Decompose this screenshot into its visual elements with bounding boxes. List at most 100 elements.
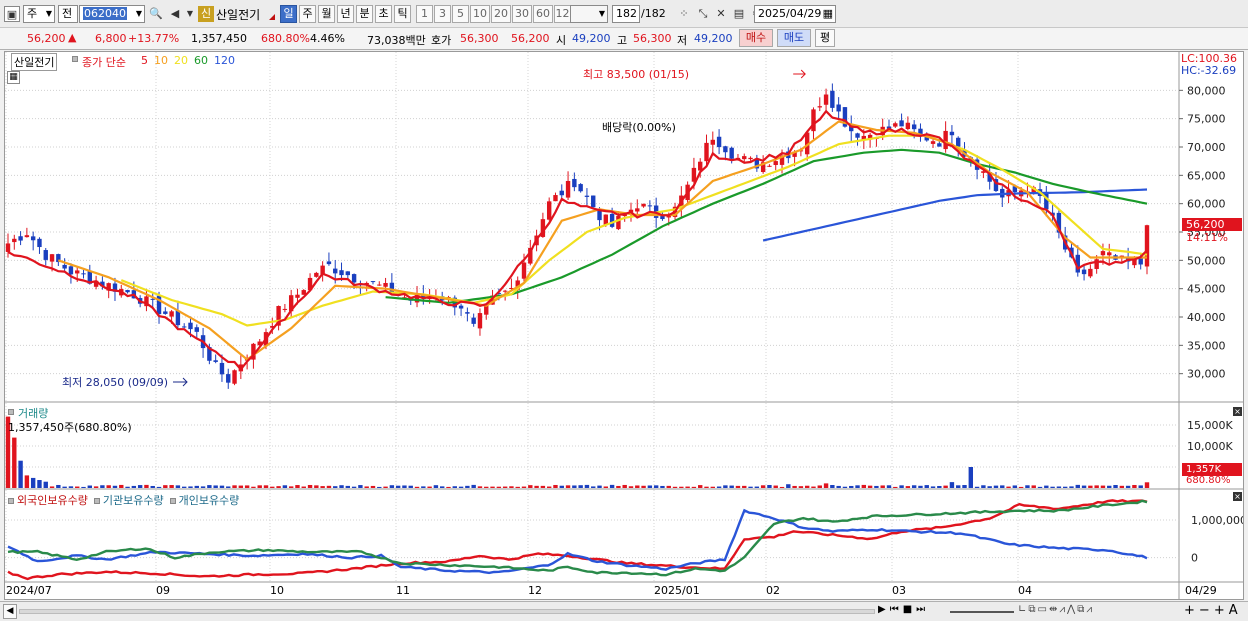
- volume-bar: [333, 486, 338, 488]
- candle-body: [181, 326, 187, 328]
- volume-bar: [440, 486, 445, 488]
- volume-bar: [175, 485, 181, 488]
- copy2-icon[interactable]: ⧉: [1077, 604, 1087, 615]
- volume-bar: [119, 484, 124, 488]
- type-field[interactable]: 전: [58, 5, 78, 23]
- volume-bar: [647, 485, 653, 488]
- volume-bar: [446, 486, 451, 488]
- volume-bar: [578, 485, 583, 488]
- period-tab[interactable]: 주: [299, 5, 316, 23]
- speaker-icon[interactable]: ◀: [170, 7, 180, 20]
- interval-tab[interactable]: 60: [533, 5, 553, 23]
- candle-body: [43, 250, 48, 260]
- chart-svg[interactable]: 30,00035,00040,00045,00050,00055,00060,0…: [5, 52, 1243, 599]
- candle-body: [194, 327, 199, 332]
- forward-icon[interactable]: ⏭: [916, 604, 930, 615]
- hline-tool-icon[interactable]: ⇹: [1048, 604, 1060, 615]
- ask-price: 56,300: [460, 32, 499, 45]
- eval-button[interactable]: 평: [815, 29, 835, 47]
- buy-button[interactable]: 매수: [739, 29, 773, 47]
- interval-tab[interactable]: 3: [434, 5, 451, 23]
- period-tab[interactable]: 일: [280, 5, 297, 23]
- candle-body: [295, 294, 300, 298]
- interval-tab[interactable]: 20: [491, 5, 511, 23]
- volume-bar: [219, 485, 225, 488]
- grid-icon[interactable]: ⁘: [679, 7, 689, 20]
- scroll-left-icon[interactable]: ◀: [3, 604, 17, 619]
- save-icon[interactable]: ▤: [733, 7, 745, 20]
- font-size-icon[interactable]: A: [1228, 603, 1242, 618]
- volume-bar: [112, 485, 118, 488]
- zoom-in-small-icon[interactable]: +: [1184, 603, 1199, 618]
- volume-bar: [622, 484, 627, 488]
- code-input[interactable]: 062040 ▼: [79, 5, 145, 23]
- stock-label-box[interactable]: 산일전기: [11, 53, 58, 71]
- chevron-down-icon[interactable]: ▼: [186, 9, 194, 18]
- zoom-out-icon[interactable]: −: [1198, 603, 1214, 618]
- market-select[interactable]: 주 ▼: [23, 5, 55, 23]
- candle-body: [5, 243, 11, 252]
- period-tab[interactable]: 초: [375, 5, 392, 23]
- interval-tab[interactable]: 10: [470, 5, 490, 23]
- rewind-icon[interactable]: ⏮: [889, 604, 903, 615]
- candle-body: [68, 266, 74, 275]
- period-tab[interactable]: 분: [356, 5, 373, 23]
- candle-body: [849, 125, 854, 132]
- period-tab[interactable]: 년: [337, 5, 354, 23]
- candle-body: [546, 201, 552, 220]
- count-input[interactable]: 182: [612, 5, 640, 23]
- close-icon[interactable]: ×: [1233, 492, 1242, 501]
- volume-bar: [716, 486, 722, 488]
- interval-tab[interactable]: 5: [452, 5, 469, 23]
- volume-bar: [867, 485, 873, 488]
- period-tab[interactable]: 틱: [394, 5, 411, 23]
- zoom-slider[interactable]: [950, 611, 1014, 613]
- interval-tab[interactable]: 30: [512, 5, 532, 23]
- copy-icon[interactable]: ⧉: [1028, 604, 1038, 615]
- volume-bar: [144, 484, 149, 488]
- play-icon[interactable]: ▶: [878, 604, 890, 615]
- candle-body: [1044, 193, 1049, 210]
- candle-body: [729, 147, 734, 159]
- indicator-square-icon: [72, 56, 78, 62]
- volume-bar: [402, 485, 407, 488]
- high-annotation: 최고 83,500 (01/15): [583, 68, 690, 81]
- x-axis-label: 11: [396, 584, 410, 597]
- zoom-in-icon[interactable]: +: [1213, 603, 1229, 618]
- period-tab[interactable]: 월: [318, 5, 335, 23]
- square-tool-icon[interactable]: ▭: [1037, 604, 1049, 615]
- chart-tools[interactable]: ∟⧉▭⇹⩘⋀⧉⩘: [1018, 604, 1094, 615]
- window-icon[interactable]: ▣: [4, 6, 20, 22]
- grid-toggle-icon[interactable]: ▦: [7, 71, 20, 84]
- candle-body: [49, 254, 55, 262]
- draw-icon[interactable]: ⤡: [698, 7, 708, 20]
- chart-area[interactable]: 30,000 35,000 40,000 45,000 50,000 55,000 60,0…: [4, 51, 1244, 600]
- volume-bar: [37, 480, 42, 488]
- interval-tab[interactable]: 1: [416, 5, 433, 23]
- date-input[interactable]: 2025/04/29 ▦: [754, 5, 836, 23]
- close-icon[interactable]: ×: [1233, 407, 1242, 416]
- horizontal-scrollbar[interactable]: [19, 609, 875, 614]
- bottom-bar: ◀ ▶⏮■⏭ ∟⧉▭⇹⩘⋀⧉⩘ +−+A: [0, 601, 1248, 621]
- price-tick-label: 75,000: [1187, 113, 1226, 126]
- volume-bar: [194, 485, 199, 488]
- volume-bar: [414, 486, 420, 488]
- play-controls[interactable]: ▶⏮■⏭: [878, 604, 929, 615]
- sell-button[interactable]: 매도: [777, 29, 811, 47]
- line-tool-icon[interactable]: ∟: [1018, 604, 1029, 615]
- volume-bar: [433, 485, 439, 488]
- zoom-controls[interactable]: +−+A: [1184, 603, 1242, 618]
- candle-body: [710, 139, 715, 145]
- candle-body: [698, 161, 703, 171]
- trend-tool-icon[interactable]: ⩘: [1059, 604, 1068, 615]
- volume-bar: [1107, 485, 1112, 488]
- candle-body: [647, 205, 653, 207]
- crosshair-icon[interactable]: ✕: [716, 7, 726, 20]
- search-icon[interactable]: 🔍: [149, 7, 163, 20]
- measure-icon[interactable]: ⩘: [1086, 604, 1094, 615]
- volume-bar: [798, 486, 804, 488]
- candle-body: [1088, 268, 1093, 277]
- zigzag-icon[interactable]: ⋀: [1067, 604, 1078, 615]
- interval-input[interactable]: ▼: [570, 5, 608, 23]
- stop-icon[interactable]: ■: [902, 604, 917, 615]
